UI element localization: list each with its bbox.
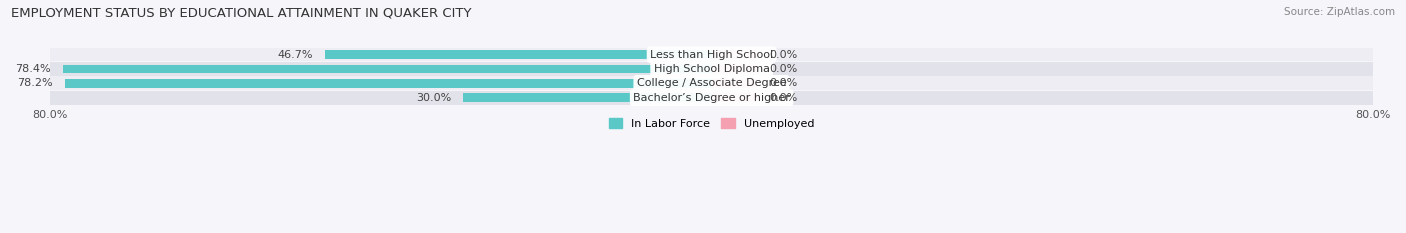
Bar (51, 76, 1374, 90)
Bar (65, 79, 711, 88)
Bar (63, 65, 711, 73)
Text: Bachelor’s Degree or higher: Bachelor’s Degree or higher (633, 93, 790, 103)
Text: 0.0%: 0.0% (769, 50, 797, 60)
Text: 78.2%: 78.2% (17, 78, 52, 88)
Text: 0.0%: 0.0% (769, 93, 797, 103)
Text: 0.0%: 0.0% (769, 64, 797, 74)
Text: 78.4%: 78.4% (15, 64, 51, 74)
Text: Source: ZipAtlas.com: Source: ZipAtlas.com (1284, 7, 1395, 17)
Bar (51, 48, 1374, 62)
Bar (464, 93, 711, 102)
Text: 0.0%: 0.0% (769, 78, 797, 88)
Text: EMPLOYMENT STATUS BY EDUCATIONAL ATTAINMENT IN QUAKER CITY: EMPLOYMENT STATUS BY EDUCATIONAL ATTAINM… (11, 7, 472, 20)
Text: Less than High School: Less than High School (650, 50, 773, 60)
Bar (711, 79, 756, 88)
Text: High School Diploma: High School Diploma (654, 64, 769, 74)
Text: 46.7%: 46.7% (277, 50, 314, 60)
Bar (325, 50, 711, 59)
Text: 30.0%: 30.0% (416, 93, 451, 103)
Bar (51, 91, 1374, 105)
Bar (711, 65, 756, 73)
Bar (51, 62, 1374, 76)
Bar (711, 93, 756, 102)
Bar (711, 50, 756, 59)
Text: College / Associate Degree: College / Associate Degree (637, 78, 786, 88)
Legend: In Labor Force, Unemployed: In Labor Force, Unemployed (605, 114, 818, 134)
